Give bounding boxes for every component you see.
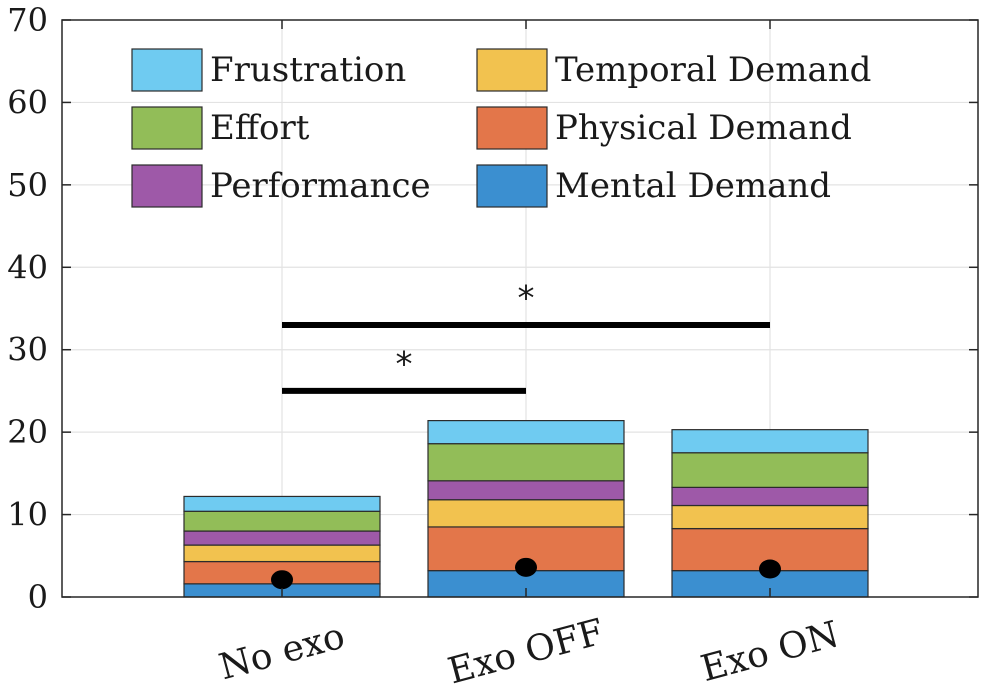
legend-label: Performance: [210, 166, 431, 206]
y-tick-label: 10: [7, 496, 48, 534]
legend-label: Temporal Demand: [555, 50, 871, 90]
bar-segment: [671, 504, 869, 530]
y-tick-label: 60: [7, 83, 48, 121]
legend-swatch: [131, 164, 203, 208]
legend-label: Mental Demand: [555, 166, 831, 206]
mean-marker: [759, 559, 781, 579]
bar-segment: [427, 443, 625, 482]
bar-segment: [183, 510, 381, 532]
legend-swatch: [476, 106, 548, 150]
legend-swatch: [476, 48, 548, 92]
y-tick-label: 0: [28, 578, 48, 616]
legend-swatch: [476, 164, 548, 208]
x-category-label: Exo OFF: [444, 612, 608, 690]
bar-segment: [183, 530, 381, 546]
x-category-label: Exo ON: [697, 614, 844, 690]
legend-label: Physical Demand: [555, 108, 852, 148]
significance-annotations: **: [282, 279, 770, 394]
bar-segment: [183, 495, 381, 512]
y-tick-label: 20: [7, 413, 48, 451]
bar-segment: [427, 480, 625, 501]
x-category-label: No exo: [215, 616, 349, 689]
legend-swatch: [131, 106, 203, 150]
bar-segment: [183, 544, 381, 563]
bar-segment: [671, 486, 869, 507]
legend-label: Effort: [210, 108, 310, 148]
mean-markers: [271, 557, 781, 590]
legend: Frustration Temporal Demand Effort Physical…: [131, 48, 871, 208]
y-tick-label: 70: [7, 1, 48, 39]
bars: [183, 420, 869, 598]
axes-box: [61, 19, 979, 598]
y-tick-label: 30: [7, 331, 48, 369]
bar-segment: [671, 429, 869, 454]
significance-star: *: [518, 279, 535, 319]
significance-star: *: [396, 345, 413, 385]
bar-segment: [427, 420, 625, 445]
y-tick-label: 40: [7, 248, 48, 286]
legend-swatch: [131, 48, 203, 92]
legend-label: Frustration: [210, 50, 406, 90]
mean-marker: [271, 570, 293, 590]
mean-marker: [515, 557, 537, 577]
bar-segment: [427, 499, 625, 528]
bar-segment: [671, 452, 869, 488]
y-tick-label: 50: [7, 166, 48, 204]
